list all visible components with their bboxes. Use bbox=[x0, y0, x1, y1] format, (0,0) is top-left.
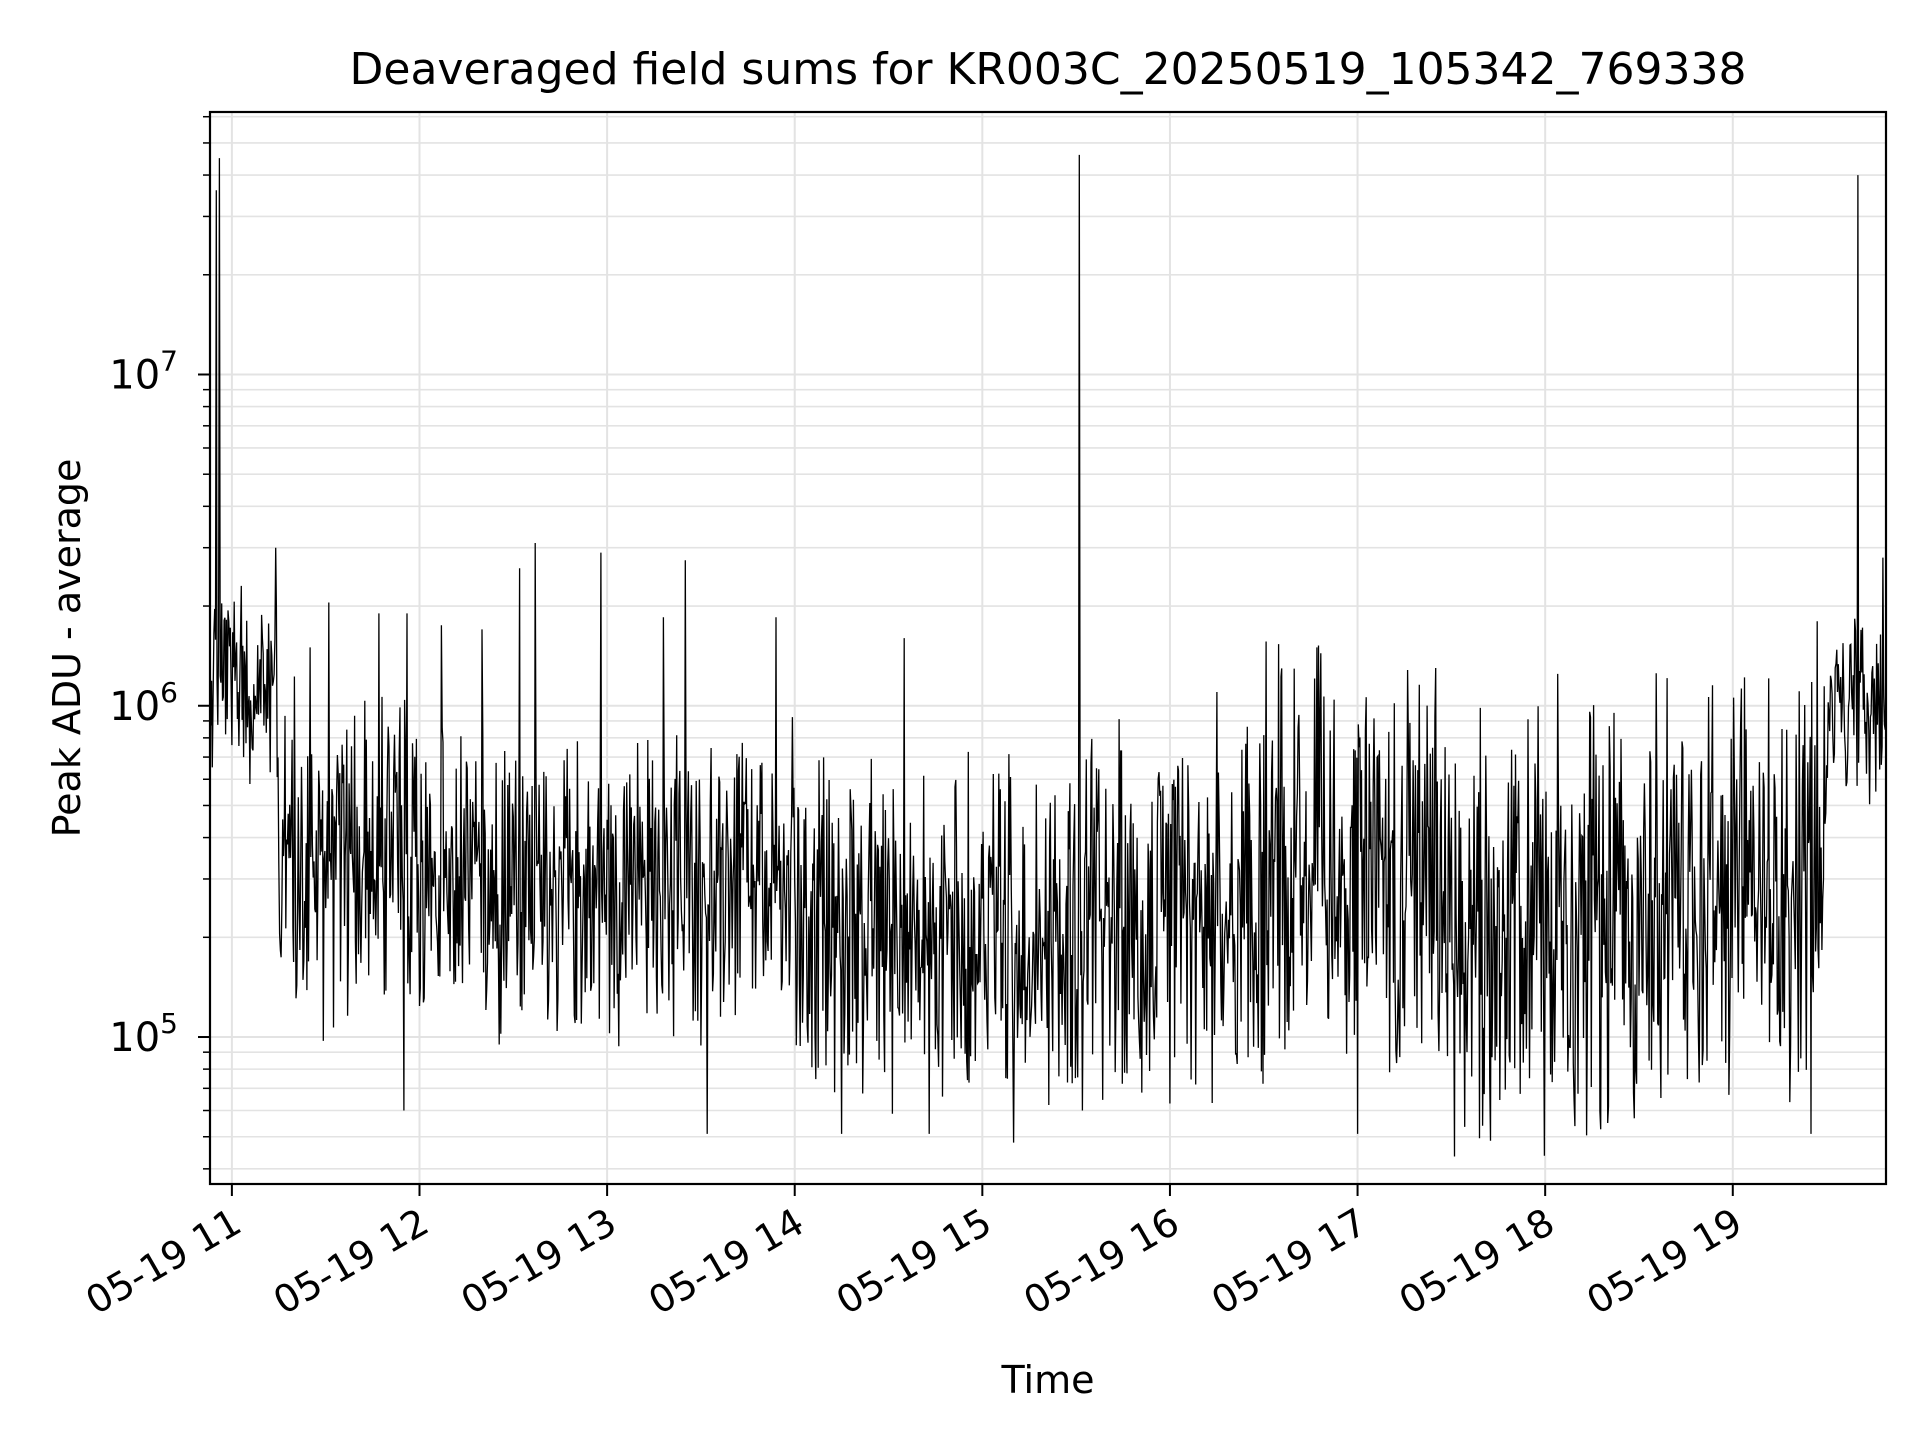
plot-frame bbox=[208, 110, 1888, 1186]
series-line-path bbox=[209, 154, 1887, 1157]
x-axis-label: Time bbox=[1001, 1358, 1095, 1402]
y-tick-label: 107 bbox=[109, 344, 178, 398]
y-tick-label: 106 bbox=[109, 676, 178, 730]
y-axis-label: Peak ADU - average bbox=[45, 459, 89, 838]
series-line bbox=[209, 154, 1887, 1157]
y-tick-label: 105 bbox=[109, 1007, 178, 1061]
chart-title: Deaveraged field sums for KR003C_2025051… bbox=[350, 44, 1747, 95]
y-axis: 105 106 107 bbox=[109, 115, 210, 1170]
